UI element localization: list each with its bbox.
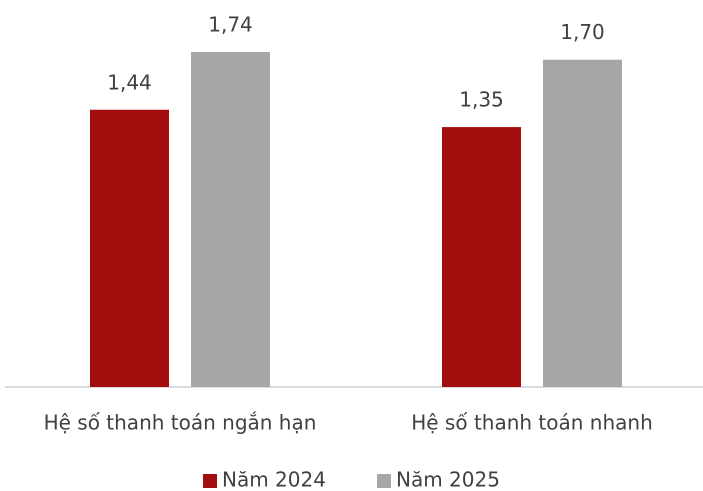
x-tick-label: Hệ số thanh toán nhanh xyxy=(411,411,653,435)
data-label: 1,44 xyxy=(107,70,152,94)
bar xyxy=(442,127,521,387)
legend-label: Năm 2025 xyxy=(396,468,500,491)
x-tick-label: Hệ số thanh toán ngắn hạn xyxy=(44,411,317,435)
data-label: 1,35 xyxy=(459,88,504,112)
bar xyxy=(191,52,270,387)
legend-swatch xyxy=(377,474,391,488)
bar xyxy=(90,109,169,388)
legend-label: Năm 2024 xyxy=(222,468,326,491)
data-label: 1,74 xyxy=(208,13,253,37)
bar xyxy=(543,59,622,388)
data-label: 1,70 xyxy=(560,20,605,44)
legend-swatch xyxy=(203,474,217,488)
